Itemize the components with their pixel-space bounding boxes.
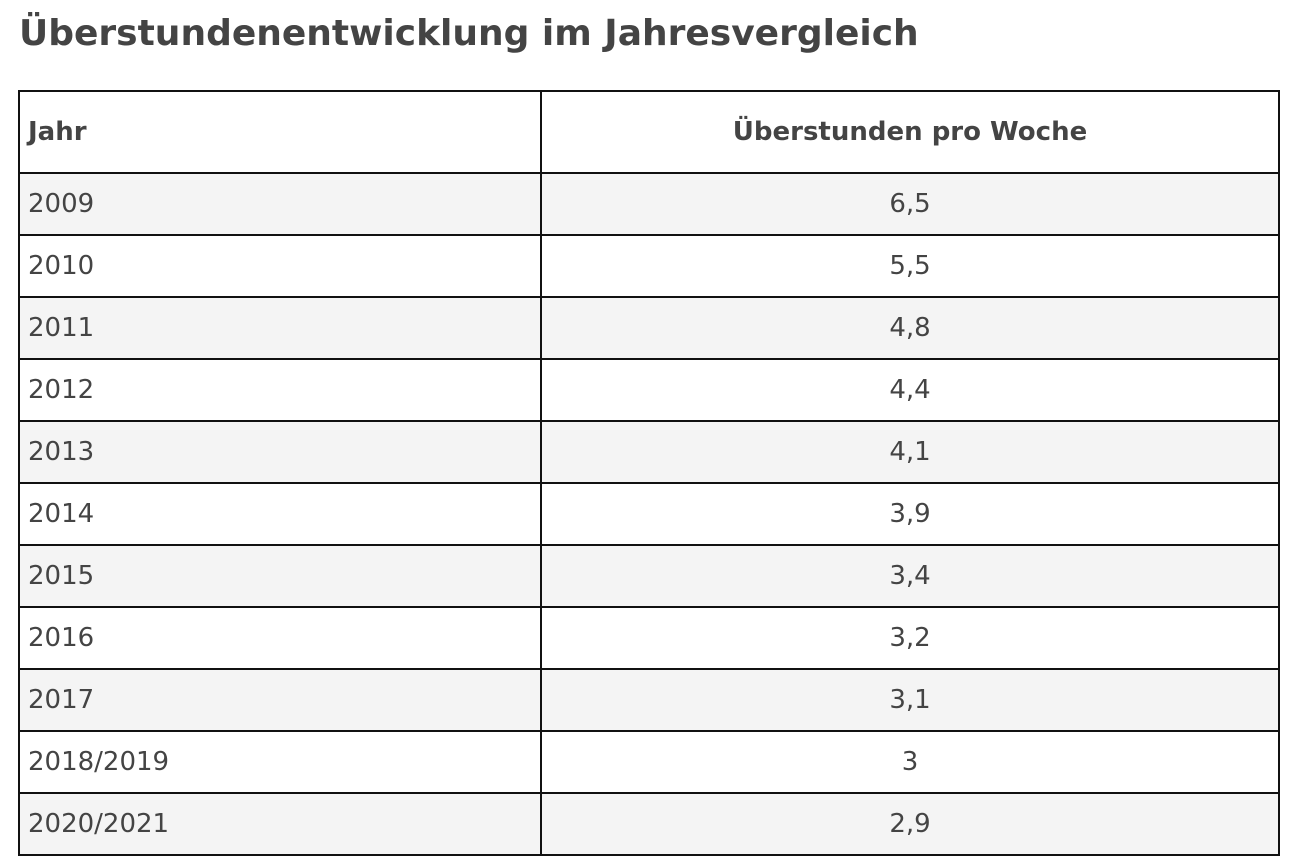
table-row: 2009 6,5 [18,172,1280,236]
cell-overtime: 5,5 [540,234,1280,298]
table-row: 2014 3,9 [18,482,1280,546]
cell-overtime: 3,4 [540,544,1280,608]
table-row: 2017 3,1 [18,668,1280,732]
cell-year: 2012 [18,358,542,422]
column-header-year: Jahr [18,90,542,174]
cell-overtime: 3,2 [540,606,1280,670]
cell-year: 2013 [18,420,542,484]
table-row: 2012 4,4 [18,358,1280,422]
page-title: Überstundenentwicklung im Jahresvergleic… [19,13,919,54]
column-header-overtime: Überstunden pro Woche [540,90,1280,174]
table-row: 2013 4,1 [18,420,1280,484]
table-header-row: Jahr Überstunden pro Woche [18,90,1280,174]
cell-overtime: 3,1 [540,668,1280,732]
cell-year: 2017 [18,668,542,732]
cell-overtime: 4,8 [540,296,1280,360]
table-row: 2011 4,8 [18,296,1280,360]
table-row: 2018/2019 3 [18,730,1280,794]
cell-overtime: 4,4 [540,358,1280,422]
cell-year: 2011 [18,296,542,360]
table-row: 2016 3,2 [18,606,1280,670]
cell-year: 2018/2019 [18,730,542,794]
cell-year: 2009 [18,172,542,236]
cell-year: 2020/2021 [18,792,542,856]
cell-overtime: 2,9 [540,792,1280,856]
cell-year: 2016 [18,606,542,670]
cell-overtime: 3 [540,730,1280,794]
cell-year: 2014 [18,482,542,546]
cell-overtime: 3,9 [540,482,1280,546]
table-row: 2010 5,5 [18,234,1280,298]
table-row: 2015 3,4 [18,544,1280,608]
overtime-table: Jahr Überstunden pro Woche 2009 6,5 2010… [18,90,1280,856]
cell-year: 2015 [18,544,542,608]
table-row: 2020/2021 2,9 [18,792,1280,856]
cell-overtime: 4,1 [540,420,1280,484]
cell-year: 2010 [18,234,542,298]
cell-overtime: 6,5 [540,172,1280,236]
